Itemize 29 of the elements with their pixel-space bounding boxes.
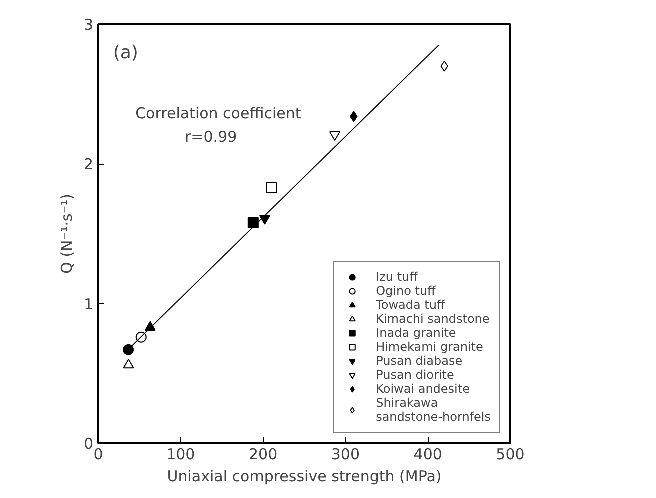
y-axis-title: Q (N⁻¹·s⁻¹) (58, 194, 76, 274)
legend-label: Izu tuff (376, 270, 418, 284)
point (259, 215, 270, 225)
point (123, 359, 134, 369)
x-tick-label: 200 (248, 446, 278, 464)
annotation: (a) (113, 42, 138, 64)
legend-label: Towada tuff (376, 298, 446, 312)
legend-label: Inada granite (376, 326, 456, 340)
legend-label: Pusan diorite (376, 368, 454, 382)
point (329, 131, 340, 142)
legend-label: Ogino tuff (376, 284, 436, 298)
point (266, 182, 278, 194)
annotation: r=0.99 (185, 128, 238, 146)
annotation: Correlation coefficient (136, 104, 302, 122)
point (248, 217, 259, 228)
y-tick-label: 2 (84, 156, 94, 174)
x-axis-title: Uniaxial compressive strength (MPa) (167, 468, 442, 486)
legend-label: Himekami granite (376, 340, 484, 354)
x-tick-label: 100 (166, 446, 196, 464)
y-tick-label: 1 (84, 295, 94, 314)
legend-label: Shirakawa sandstone-hornfels (376, 396, 491, 424)
x-tick-label: 400 (414, 446, 442, 464)
point (122, 344, 134, 356)
x-tick-label: 300 (331, 446, 360, 464)
y-tick-label: 3 (84, 16, 94, 34)
legend-label: Pusan diabase (376, 354, 463, 368)
x-tick-label: 500 (496, 446, 525, 464)
legend-label: Koiwai andesite (376, 382, 470, 396)
legend-label: Kimachi sandstone (376, 312, 490, 326)
